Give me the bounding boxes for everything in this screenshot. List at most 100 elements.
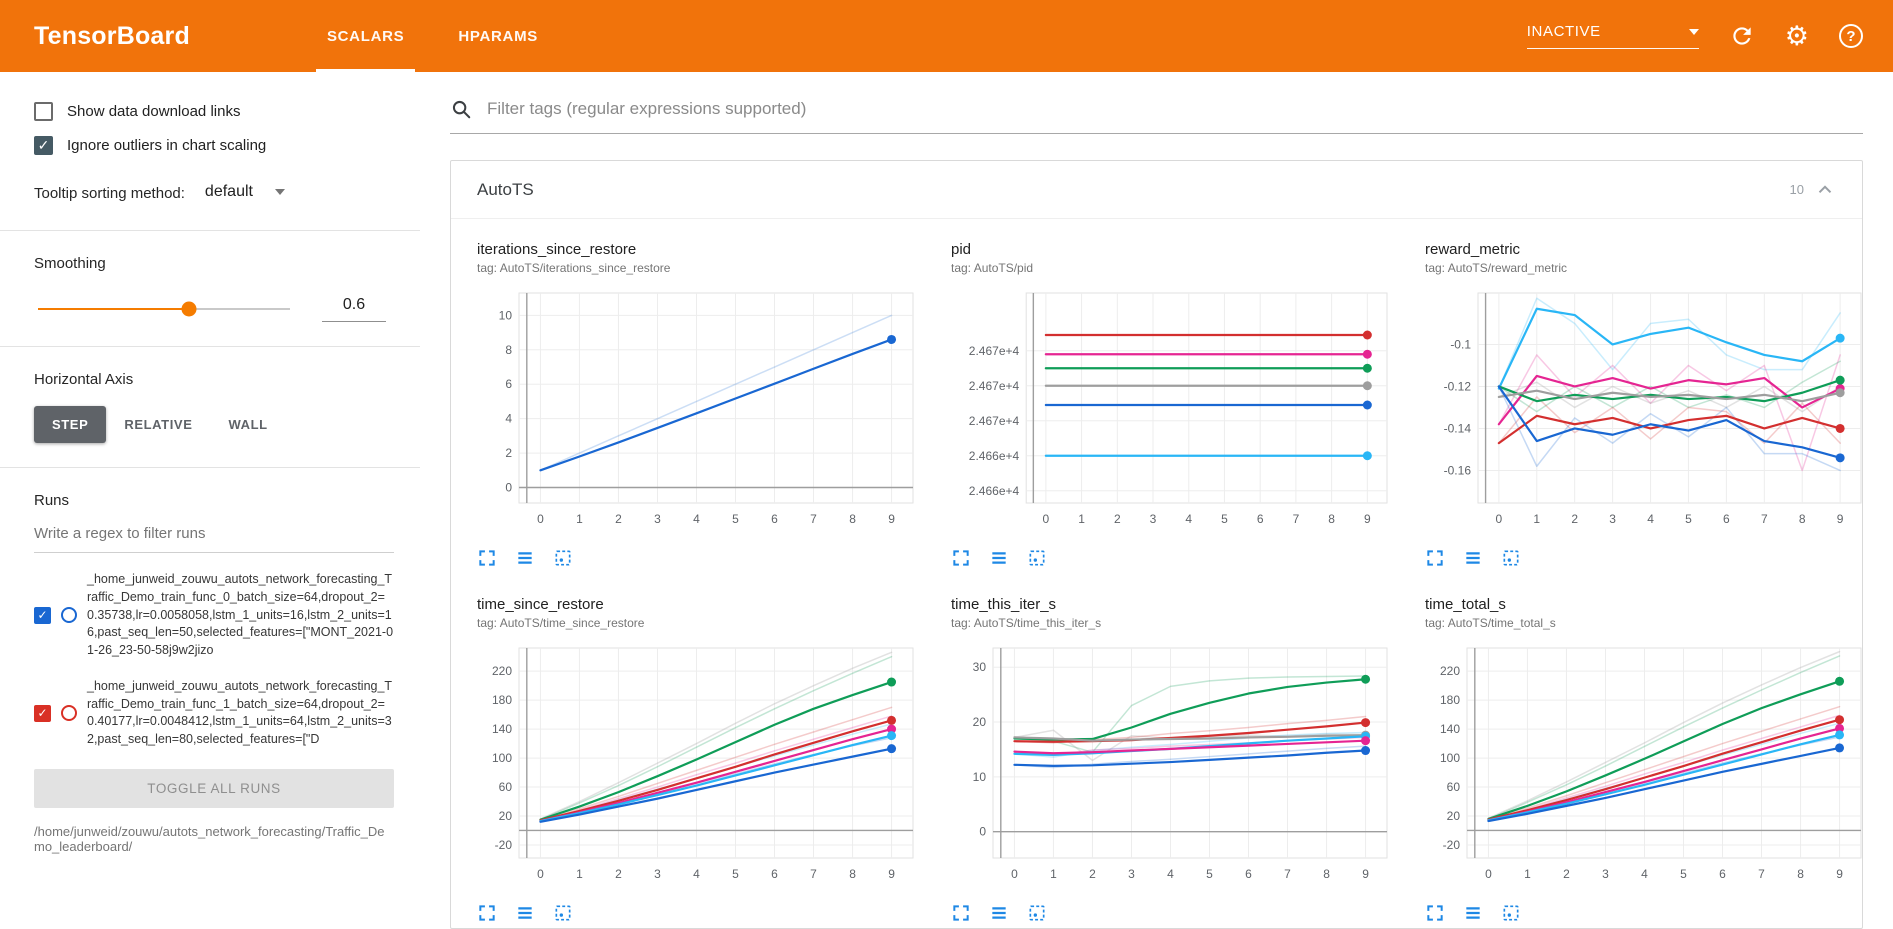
svg-text:-20: -20 — [495, 838, 513, 852]
scalar-chart-time_this_iter_s: time_this_iter_s tag: AutoTS/time_this_it… — [951, 596, 1399, 923]
chart-plot-iterations_since_restore[interactable]: 0 1 2 3 4 5 6 7 8 9 0 2 4 6 8 10 — [477, 283, 925, 535]
run-checkbox[interactable]: ✓ — [34, 606, 51, 624]
chart-toolbar — [1425, 903, 1862, 923]
fit-domain-icon[interactable] — [1501, 903, 1521, 923]
slider-thumb[interactable] — [181, 301, 197, 317]
expand-chart-icon[interactable] — [477, 903, 497, 923]
tab-hparams[interactable]: HPARAMS — [458, 27, 538, 45]
svg-text:7: 7 — [810, 512, 817, 526]
svg-text:-0.12: -0.12 — [1444, 379, 1472, 393]
smoothing-slider[interactable] — [38, 301, 290, 317]
tooltip-sorting-dropdown[interactable]: default — [203, 181, 287, 206]
svg-text:5: 5 — [1221, 512, 1228, 526]
svg-text:0: 0 — [537, 512, 544, 526]
runs-menu-icon[interactable] — [515, 548, 535, 568]
chart-plot-time_since_restore[interactable]: 0 1 2 3 4 5 6 7 8 9 220 180 140 100 60 20 -20 — [477, 638, 925, 890]
fit-domain-icon[interactable] — [553, 548, 573, 568]
svg-text:30: 30 — [973, 660, 987, 674]
tab-scalars[interactable]: SCALARS — [300, 0, 431, 72]
chart-title: time_this_iter_s — [951, 596, 1057, 613]
chart-plot-time_total_s[interactable]: 0 1 2 3 4 5 6 7 8 9 220 180 140 100 60 20 -20 — [1425, 638, 1863, 890]
svg-text:9: 9 — [888, 867, 895, 881]
tooltip-sorting-row: Tooltip sorting method: default — [34, 181, 394, 206]
chart-title: time_total_s — [1425, 596, 1506, 613]
scalar-chart-iterations_since_restore: iterations_since_restore tag: AutoTS/iter… — [477, 241, 925, 568]
chart-toolbar — [1425, 548, 1862, 568]
runs-directory-path: /home/junweid/zouwu/autots_network_forec… — [34, 823, 385, 854]
divider — [0, 467, 420, 468]
svg-text:100: 100 — [492, 751, 512, 765]
expand-chart-icon[interactable] — [1425, 548, 1445, 568]
svg-text:4: 4 — [1641, 867, 1648, 881]
runs-menu-icon[interactable] — [989, 903, 1009, 923]
checkbox-unchecked[interactable] — [34, 102, 53, 121]
svg-text:6: 6 — [771, 867, 778, 881]
svg-text:20: 20 — [973, 715, 987, 729]
svg-text:3: 3 — [654, 867, 661, 881]
run-item[interactable]: ✓ _home_junweid_zouwu_autots_network_fore… — [34, 678, 394, 749]
tooltip-sorting-value: default — [204, 183, 253, 200]
help-icon[interactable]: ? — [1839, 24, 1863, 48]
fit-domain-icon[interactable] — [1027, 548, 1047, 568]
expand-chart-icon[interactable] — [951, 903, 971, 923]
expand-chart-icon[interactable] — [951, 548, 971, 568]
runs-menu-icon[interactable] — [1463, 903, 1483, 923]
runs-filter-input[interactable] — [34, 521, 394, 553]
tooltip-sorting-label: Tooltip sorting method: — [34, 185, 185, 202]
svg-text:3: 3 — [1150, 512, 1157, 526]
axis-button-relative[interactable]: RELATIVE — [124, 417, 193, 432]
axis-button-step[interactable]: STEP — [34, 406, 107, 443]
tag-filter-input[interactable] — [485, 98, 1863, 120]
smoothing-row: 0.6 — [34, 296, 394, 322]
chart-plot-reward_metric[interactable]: 0 1 2 3 4 5 6 7 8 9 -0.1 -0.12 -0.14 -0.16 — [1425, 283, 1863, 535]
svg-text:3: 3 — [1602, 867, 1609, 881]
svg-text:0: 0 — [537, 867, 544, 881]
runs-menu-icon[interactable] — [1463, 548, 1483, 568]
svg-text:1: 1 — [576, 867, 583, 881]
caret-down-icon — [1688, 28, 1699, 35]
svg-text:5: 5 — [1685, 512, 1692, 526]
checkbox-row[interactable]: Show data download links — [34, 102, 394, 121]
app-header: TensorBoard SCALARS HPARAMS INACTIVE ⚙ ? — [0, 0, 1893, 72]
svg-text:0: 0 — [979, 825, 986, 839]
category-title[interactable]: AutoTS — [477, 179, 534, 199]
axis-button-wall[interactable]: WALL — [228, 417, 268, 432]
run-item[interactable]: ✓ _home_junweid_zouwu_autots_network_fore… — [34, 571, 394, 660]
fit-domain-icon[interactable] — [553, 903, 573, 923]
chart-plot-time_this_iter_s[interactable]: 0 1 2 3 4 5 6 7 8 9 30 20 10 0 — [951, 638, 1399, 890]
chart-tag: tag: AutoTS/reward_metric — [1425, 261, 1568, 275]
svg-text:1: 1 — [1524, 867, 1531, 881]
run-radio[interactable] — [61, 607, 77, 624]
settings-gear-icon[interactable]: ⚙ — [1784, 20, 1809, 51]
caret-down-icon — [274, 189, 285, 195]
chart-plot-pid[interactable]: 0 1 2 3 4 5 6 7 8 9 2.467e+4 2.467e+4 2.467e+4 2.466e… — [951, 283, 1399, 535]
refresh-icon[interactable] — [1729, 23, 1755, 49]
fit-domain-icon[interactable] — [1501, 548, 1521, 568]
svg-text:100: 100 — [1440, 751, 1460, 765]
expand-chart-icon[interactable] — [1425, 903, 1445, 923]
svg-text:8: 8 — [1323, 867, 1330, 881]
svg-text:2: 2 — [1571, 512, 1578, 526]
fit-domain-icon[interactable] — [1027, 903, 1047, 923]
run-radio[interactable] — [61, 705, 77, 722]
svg-text:60: 60 — [499, 780, 513, 794]
checkbox-label: Ignore outliers in chart scaling — [67, 137, 267, 154]
svg-text:9: 9 — [1362, 867, 1369, 881]
help-glyph: ? — [1846, 27, 1856, 45]
run-checkbox[interactable]: ✓ — [34, 704, 51, 722]
checkbox-row[interactable]: ✓ Ignore outliers in chart scaling — [34, 136, 394, 155]
smoothing-value[interactable]: 0.6 — [322, 296, 386, 322]
svg-text:10: 10 — [499, 308, 513, 322]
collapse-icon[interactable] — [1814, 179, 1836, 201]
checkbox-checked[interactable]: ✓ — [34, 136, 53, 155]
runs-menu-icon[interactable] — [515, 903, 535, 923]
slider-fill — [38, 308, 190, 310]
expand-chart-icon[interactable] — [477, 548, 497, 568]
svg-text:4: 4 — [1647, 512, 1654, 526]
svg-text:4: 4 — [693, 867, 700, 881]
toggle-all-runs-button[interactable]: TOGGLE ALL RUNS — [34, 768, 394, 808]
runs-menu-icon[interactable] — [989, 548, 1009, 568]
chart-title: reward_metric — [1425, 241, 1521, 258]
reload-status-select[interactable]: INACTIVE — [1526, 23, 1699, 49]
svg-text:7: 7 — [810, 867, 817, 881]
